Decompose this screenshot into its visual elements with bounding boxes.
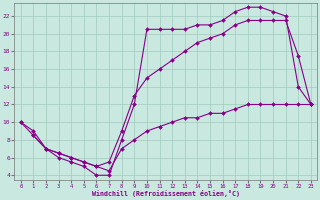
X-axis label: Windchill (Refroidissement éolien,°C): Windchill (Refroidissement éolien,°C) (92, 190, 240, 197)
